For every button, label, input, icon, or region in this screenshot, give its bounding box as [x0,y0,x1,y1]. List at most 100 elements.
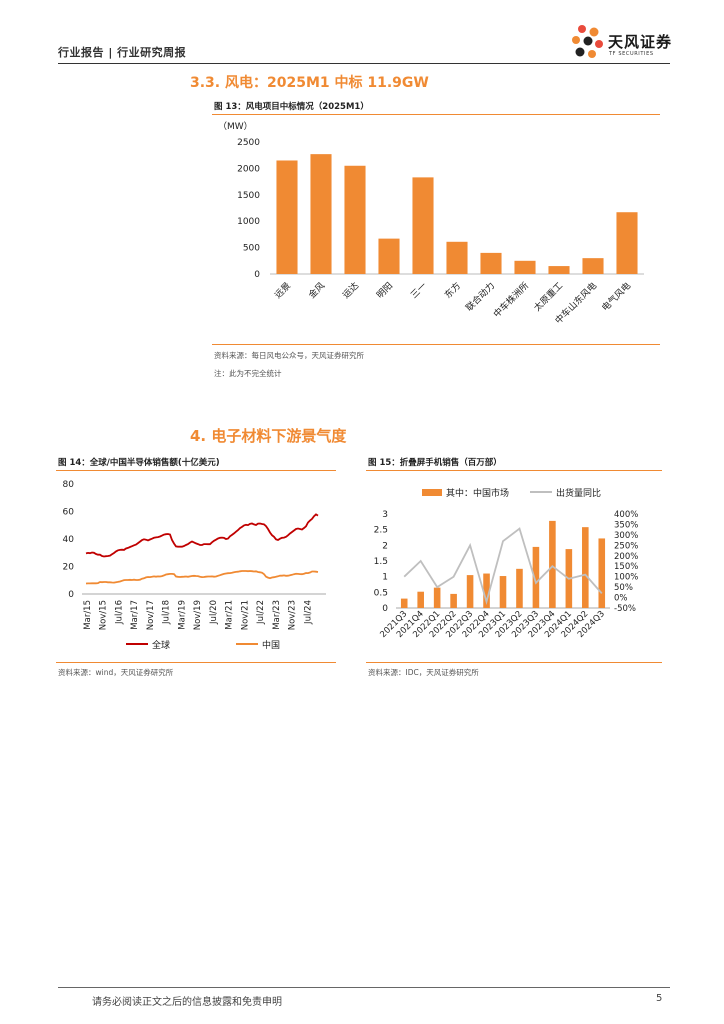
figure-15-top-rule [366,470,662,471]
y-tick-label: 2.5 [374,526,388,536]
y2-tick-label: 350% [614,520,638,530]
figure-13-bottom-rule [212,344,660,345]
y-tick-label: 80 [63,480,75,490]
bar-2023Q4 [549,520,556,608]
bar-2023Q1 [499,576,507,608]
bar-运达 [344,165,366,274]
bar-电气风电 [616,212,638,274]
y2-tick-label: 100% [614,573,638,583]
x-tick-label: Jul/16 [114,600,124,625]
bar-太原重工 [548,266,570,274]
x-tick-label: 远景 [273,280,294,301]
x-tick-label: Nov/17 [146,600,156,630]
figure-13-title: 图 13：风电项目中标情况（2025M1） [214,102,369,112]
series-line-yoy [403,527,603,606]
x-tick-label: 明阳 [375,280,396,301]
y2-tick-label: 50% [614,583,633,593]
y2-tick-label: 200% [614,552,638,562]
bar-金风 [310,154,332,274]
report-category: 行业报告 | 行业研究周报 [58,46,187,59]
figure-14-top-rule [56,470,336,471]
header-divider [58,63,670,64]
x-tick-label: Nov/21 [240,600,250,630]
bar-2024Q3 [598,538,606,608]
legend-label-china: 中国 [262,639,280,651]
y-tick-label: 2 [382,541,388,551]
x-tick-label: Nov/15 [99,600,109,630]
y-tick-label: 20 [63,563,75,573]
y2-tick-label: 300% [614,531,638,541]
y2-tick-label: 250% [614,541,638,551]
y2-tick-label: -50% [614,604,636,614]
x-tick-label: Jul/20 [209,600,219,625]
bar-中车山东风电 [582,258,604,274]
bar-2021Q3 [400,598,408,608]
foldable-phone-sales-chart: 0 0.5 1 1.5 2 2.5 3 -50%0%50%100%150%200%250%30… [374,487,639,640]
y-tick-label: 1 [382,573,388,583]
y-tick-label: 40 [63,535,75,545]
y-tick-label: 0.5 [374,588,388,598]
x-tick-label: Nov/23 [288,600,298,630]
x-tick-label: 运达 [340,280,361,301]
y-tick-label: 3 [382,510,388,520]
x-tick-label: 三一 [409,281,429,301]
y2-tick-label: 150% [614,562,638,572]
legend-label-global: 全球 [152,639,170,651]
wind-bid-bar-chart: （MW） 0 500 1000 1500 2000 2500 远景 金风 运达 明阳 三一 东方 联合动… [218,121,644,326]
figure-15-bottom-rule [366,662,662,663]
bar-2024Q2 [582,527,589,608]
x-tick-label: 金风 [306,280,327,301]
y-tick-label: 2000 [237,164,260,174]
bar-2023Q3 [532,546,540,608]
x-tick-label: 电气风电 [599,280,633,314]
section-title-electronics: 4. 电子材料下游景气度 [190,427,347,445]
figure-14-source: 资料来源：wind，天风证券研究所 [58,668,174,677]
chart13-y-unit: （MW） [218,121,253,132]
bar-联合动力 [480,252,502,274]
footer-disclaimer: 请务必阅读正文之后的信息披露和免责申明 [92,997,282,1008]
figure-13-top-rule [212,114,660,115]
y-tick-label: 1000 [237,217,260,227]
y-tick-label: 2500 [237,138,260,148]
footer-divider [58,987,670,988]
figure-15-title: 图 15：折叠屏手机销售（百万部） [368,458,502,468]
x-tick-label: Mar/19 [177,600,187,630]
bar-远景 [276,160,298,274]
x-tick-label: 太原重工 [531,280,565,314]
bar-2022Q4 [483,573,490,608]
y-tick-label: 0 [382,604,388,614]
x-tick-label: Jul/22 [256,600,266,625]
tf-logo-icon [572,25,603,58]
bar-三一 [412,177,434,274]
figure-13-note: 注：此为不完全统计 [214,369,282,378]
series-line-全球 [85,513,319,558]
bar-东方 [446,241,468,274]
x-tick-label: Nov/19 [193,600,203,630]
figure-14-title: 图 14：全球/中国半导体销售额(十亿美元) [58,458,220,468]
figure-13-source: 资料来源：每日风电公众号，天风证券研究所 [214,351,364,360]
legend-swatch-china-market [422,489,442,496]
x-tick-label: Mar/15 [83,600,93,630]
bar-中车株洲所 [514,260,536,274]
y-tick-label: 0 [254,270,260,280]
x-tick-label: Jul/24 [303,600,313,625]
section-title-wind: 3.3. 风电：2025M1 中标 11.9GW [190,75,429,91]
y-tick-label: 500 [243,244,260,254]
legend-label-china-market: 其中：中国市场 [446,487,509,499]
x-tick-label: Mar/21 [225,600,235,630]
figure-14-bottom-rule [56,662,336,663]
page-number: 5 [656,993,663,1004]
y-tick-label: 60 [63,508,75,518]
x-tick-label: Mar/23 [272,600,282,630]
bar-2023Q2 [516,568,523,608]
x-tick-label: 中车株洲所 [491,280,531,320]
bar-2021Q4 [417,591,424,608]
series-line-中国 [85,570,319,585]
bar-明阳 [378,238,400,274]
y-tick-label: 1500 [237,191,260,201]
bar-2022Q2 [450,593,457,608]
y-tick-label: 0 [68,590,74,600]
legend-label-yoy: 出货量同比 [556,487,601,499]
bar-2022Q1 [433,587,441,608]
figure-15-source: 资料来源：IDC，天风证券研究所 [368,668,479,677]
